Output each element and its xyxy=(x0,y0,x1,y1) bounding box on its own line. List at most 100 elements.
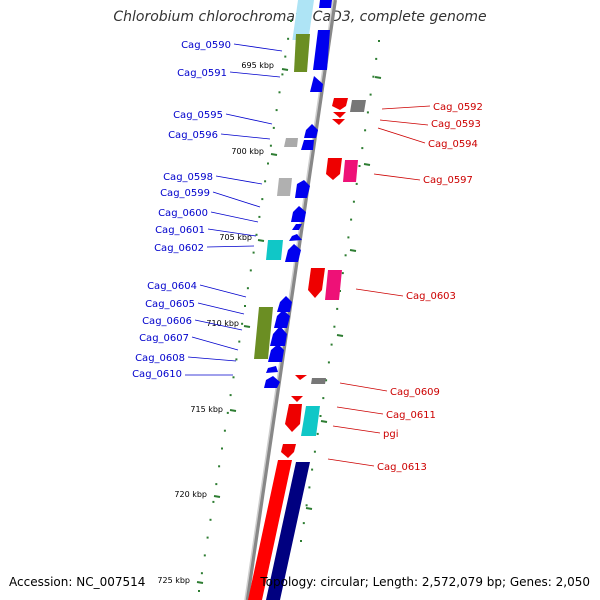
gene-label-cag0599[interactable]: Cag_0599 xyxy=(160,188,210,199)
gene-label-cag0606[interactable]: Cag_0606 xyxy=(142,316,192,327)
track-dot xyxy=(347,236,350,239)
gene-shape-large-red xyxy=(248,460,292,600)
gene-shape-cag0593 xyxy=(333,112,346,118)
gene-shape-cag0590 xyxy=(294,34,310,72)
gene-shape-cag0599 xyxy=(291,206,306,222)
gene-label-cag0597[interactable]: Cag_0597 xyxy=(423,175,473,186)
track-dot xyxy=(200,572,203,575)
gene-label-cag0610[interactable]: Cag_0610 xyxy=(132,369,182,380)
scale-tick-right xyxy=(363,163,371,166)
leader-line xyxy=(194,319,243,331)
topology-label: Topology: circular; Length: 2,572,079 bp… xyxy=(260,575,590,589)
leader-line xyxy=(225,113,273,125)
track-dot xyxy=(364,129,367,132)
leader-line xyxy=(215,175,263,185)
gene-shape-cag0605 xyxy=(274,310,290,328)
track-dot xyxy=(235,358,238,361)
gene-label-cag0594[interactable]: Cag_0594 xyxy=(428,139,478,150)
gene-shape-cag0594 xyxy=(332,119,345,125)
scale-tick xyxy=(196,581,204,584)
gene-label-pgi[interactable]: pgi xyxy=(383,429,398,440)
gene-label-cag0598[interactable]: Cag_0598 xyxy=(163,172,213,183)
leader-line xyxy=(381,105,431,110)
scale-tick xyxy=(281,68,289,71)
track-dot xyxy=(355,182,358,185)
gene-label-cag0600[interactable]: Cag_0600 xyxy=(158,208,208,219)
leader-line xyxy=(229,71,281,78)
gene-label-cag0611[interactable]: Cag_0611 xyxy=(386,410,436,421)
track-dot xyxy=(249,269,252,272)
track-dot xyxy=(246,287,249,290)
track-dot xyxy=(378,40,380,42)
track-dot xyxy=(255,233,258,236)
track-dot xyxy=(305,504,308,507)
gene-label-cag0607[interactable]: Cag_0607 xyxy=(139,333,189,344)
scale-tick-right xyxy=(349,249,357,252)
track-dot xyxy=(313,450,316,453)
gene-shape-cag0610 xyxy=(264,376,280,388)
scale-tick xyxy=(257,239,265,242)
gene-label-cag0608[interactable]: Cag_0608 xyxy=(135,353,185,364)
gene-shape-large-navy xyxy=(266,462,310,600)
leader-line xyxy=(187,356,237,362)
scale-label: 695 kbp xyxy=(241,61,274,70)
track-dot xyxy=(352,200,355,203)
scale-tick-right xyxy=(305,507,313,510)
scale-tick-right xyxy=(374,76,382,79)
gene-shape-cag0601 xyxy=(289,234,302,241)
gene-label-cag0602[interactable]: Cag_0602 xyxy=(154,243,204,254)
gene-label-cag0604[interactable]: Cag_0604 xyxy=(147,281,197,292)
track-dot xyxy=(375,57,378,60)
gene-shape-cag0598 xyxy=(295,180,310,198)
track-dot xyxy=(336,307,339,310)
gene-label-cag0592[interactable]: Cag_0592 xyxy=(433,102,483,113)
forward-gene-shapes xyxy=(254,0,332,388)
track-dot xyxy=(333,325,336,328)
track-dot xyxy=(311,468,314,471)
gene-label-cag0591[interactable]: Cag_0591 xyxy=(177,68,227,79)
scale-tick xyxy=(229,409,237,412)
track-dot xyxy=(244,305,246,307)
gene-shape-cag0592-grey xyxy=(350,100,366,112)
leader-line xyxy=(373,173,421,181)
gene-label-cag0613[interactable]: Cag_0613 xyxy=(377,462,427,473)
gene-label-cag0603[interactable]: Cag_0603 xyxy=(406,291,456,302)
track-dot xyxy=(275,109,278,112)
reverse-track-dots xyxy=(300,40,380,542)
scale-tick-right xyxy=(320,420,328,423)
leader-line xyxy=(332,425,381,434)
gene-label-cag0595[interactable]: Cag_0595 xyxy=(173,110,223,121)
gene-label-cag0590[interactable]: Cag_0590 xyxy=(181,40,231,51)
gene-shape-cag0608 xyxy=(266,366,278,373)
track-dot xyxy=(327,361,330,364)
track-dot xyxy=(269,144,272,147)
gene-shape-cag0598-grey xyxy=(277,178,292,196)
track-dot xyxy=(361,147,364,150)
gene-label-cag0593[interactable]: Cag_0593 xyxy=(431,119,481,130)
gene-shape-cag0602 xyxy=(285,244,301,262)
track-dot xyxy=(341,272,344,275)
track-dot xyxy=(300,540,302,542)
gene-shape-cag0606-olive xyxy=(254,307,273,359)
leader-line xyxy=(220,133,271,140)
reverse-gene-shapes xyxy=(248,98,366,600)
gene-shape-cag0602-cyan xyxy=(266,240,283,260)
gene-label-cag0605[interactable]: Cag_0605 xyxy=(145,299,195,310)
gene-label-cag0596[interactable]: Cag_0596 xyxy=(168,130,218,141)
track-dot xyxy=(325,379,328,382)
leader-line xyxy=(336,406,384,415)
gene-label-cag0601[interactable]: Cag_0601 xyxy=(155,225,205,236)
gene-shape-cag0596-grey xyxy=(284,138,298,147)
gene-shape-blue-1 xyxy=(313,30,330,70)
gene-shape-cag0592 xyxy=(332,98,348,110)
gene-shape-cag0596 xyxy=(301,140,314,150)
gene-label-cag0609[interactable]: Cag_0609 xyxy=(390,387,440,398)
track-dot xyxy=(330,343,333,346)
feature-top-lightblue xyxy=(292,0,314,40)
track-dot xyxy=(238,340,241,343)
track-dot xyxy=(267,162,269,165)
track-dot xyxy=(212,500,215,503)
track-dot xyxy=(358,165,361,167)
gene-shape-blue-0 xyxy=(319,0,332,8)
scale-label: 710 kbp xyxy=(206,319,239,328)
